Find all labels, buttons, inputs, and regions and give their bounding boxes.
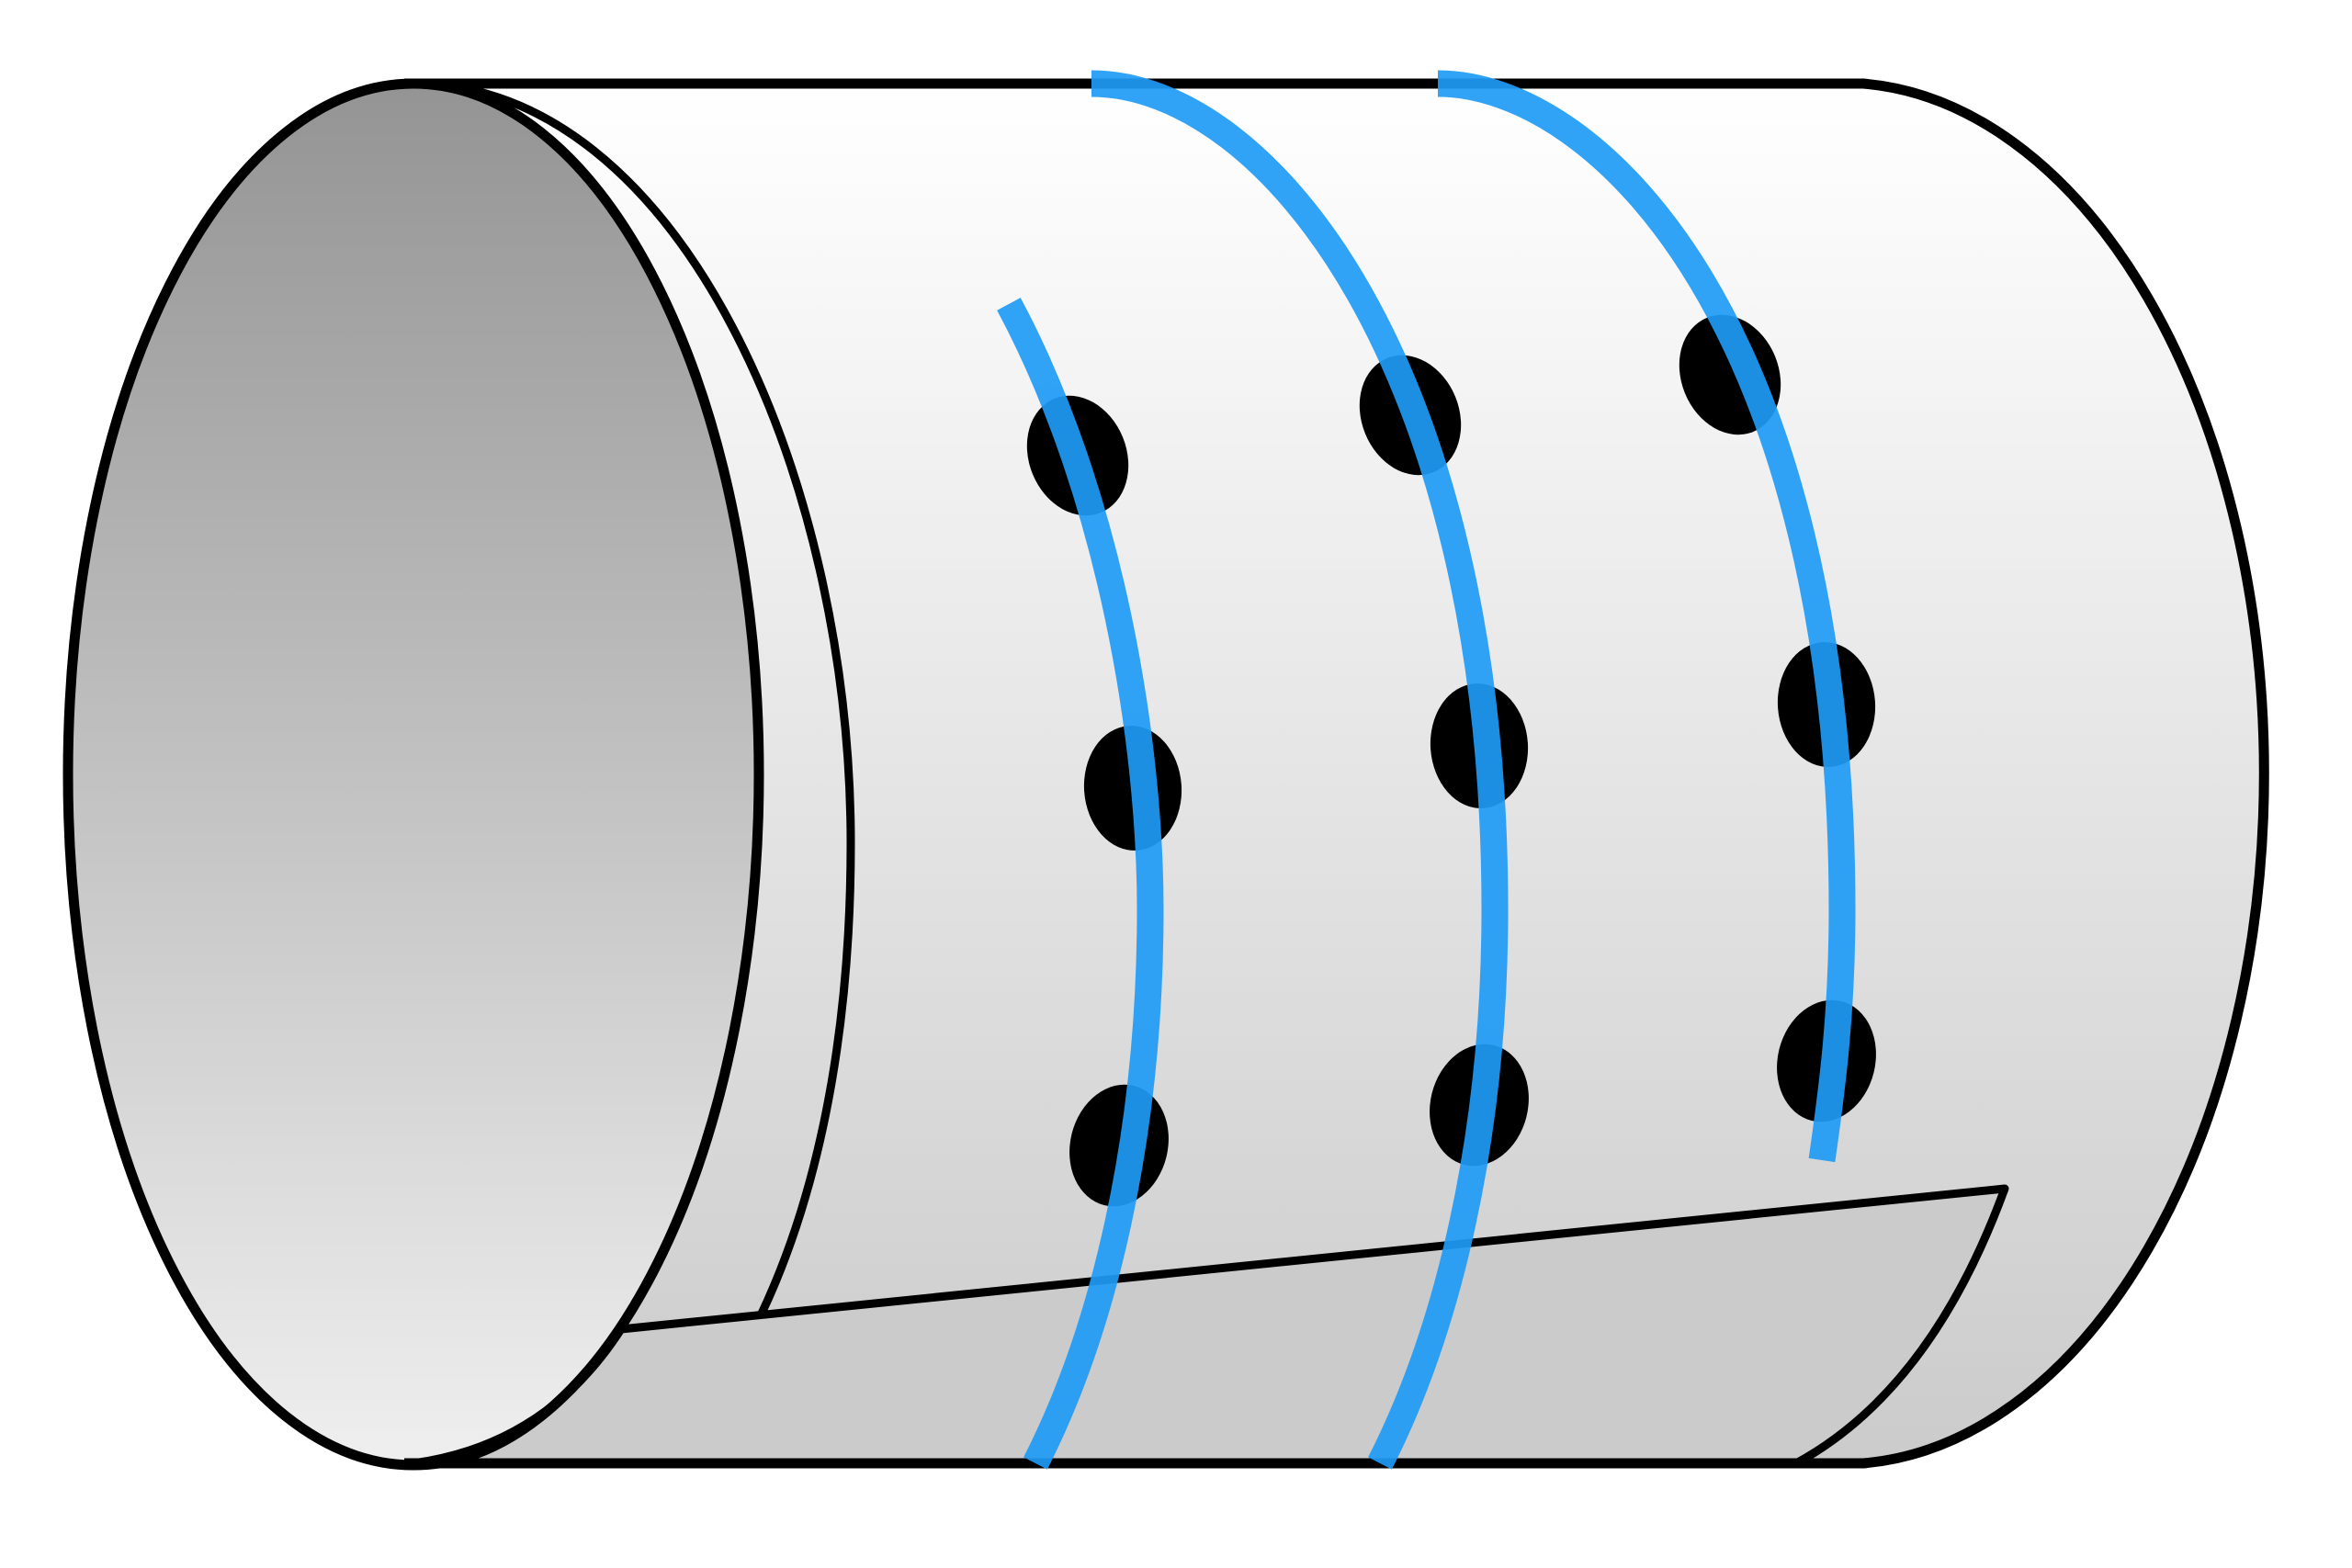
ring-1 — [997, 298, 1164, 1470]
cut-flap — [413, 1189, 2005, 1463]
ring-lines — [997, 70, 1856, 1470]
flap-left-curve — [413, 1326, 625, 1468]
inner-rim-arc — [413, 79, 855, 1317]
flap-outline — [616, 1184, 2009, 1468]
ring-2 — [1091, 70, 1509, 1470]
ring-3 — [1437, 70, 1856, 1163]
open-end-face — [62, 78, 764, 1471]
right-end-edge — [1862, 78, 2269, 1469]
cylinder-body — [413, 84, 2265, 1463]
